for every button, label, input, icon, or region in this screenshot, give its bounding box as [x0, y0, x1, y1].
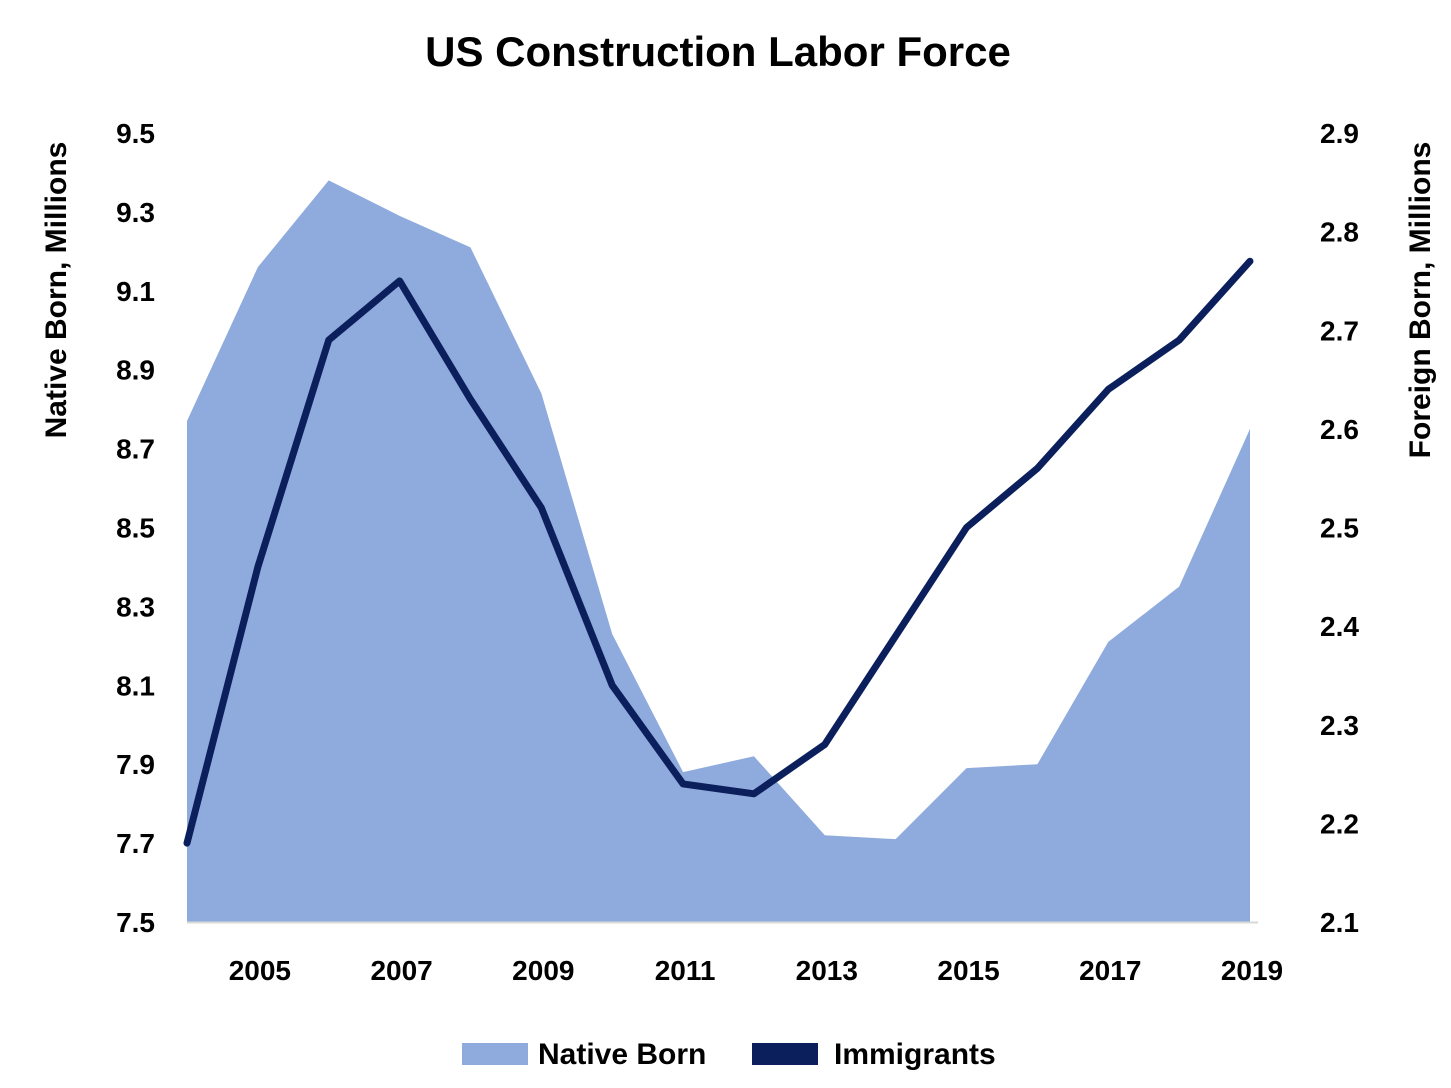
left-tick-label: 7.9 [116, 749, 155, 780]
right-tick-label: 2.8 [1320, 217, 1359, 248]
native-born-area [187, 180, 1250, 923]
right-tick-label: 2.5 [1320, 513, 1359, 544]
legend: Native Born Immigrants [462, 1038, 996, 1071]
immigrants-line-layer [183, 257, 1254, 847]
right-tick-label: 2.7 [1320, 315, 1359, 346]
right-tick-label: 2.3 [1320, 710, 1359, 741]
left-tick-label: 7.7 [116, 828, 155, 859]
right-axis-title: Foreign Born, Millions [1404, 142, 1437, 459]
left-tick-label: 8.3 [116, 591, 155, 622]
native-born-area-layer [187, 180, 1250, 923]
right-tick-label: 2.2 [1320, 808, 1359, 839]
left-tick-label: 8.7 [116, 434, 155, 465]
x-axis-ticks: 2005 2007 2009 2011 2013 2015 2017 2019 [229, 955, 1283, 986]
x-tick-label: 2005 [229, 955, 291, 986]
legend-label-immigrants: Immigrants [834, 1038, 996, 1071]
immigrants-line [183, 257, 1254, 847]
left-tick-label: 7.5 [116, 907, 155, 938]
x-tick-label: 2019 [1221, 955, 1283, 986]
left-tick-label: 9.1 [116, 276, 155, 307]
left-tick-label: 8.1 [116, 670, 155, 701]
left-axis-ticks: 9.5 9.3 9.1 8.9 8.7 8.5 8.3 8.1 7.9 7.7 7.5 [116, 118, 155, 938]
x-tick-label: 2015 [937, 955, 999, 986]
left-axis-title: Native Born, Millions [40, 142, 73, 439]
x-tick-label: 2009 [512, 955, 574, 986]
chart-title: US Construction Labor Force [425, 28, 1011, 75]
legend-swatch-native-born [462, 1043, 528, 1065]
right-axis-ticks: 2.9 2.8 2.7 2.6 2.5 2.4 2.3 2.2 2.1 [1320, 118, 1359, 938]
right-tick-label: 2.9 [1320, 118, 1359, 149]
right-tick-label: 2.6 [1320, 414, 1359, 445]
x-tick-label: 2017 [1079, 955, 1141, 986]
legend-label-native-born: Native Born [538, 1038, 706, 1071]
x-tick-label: 2013 [796, 955, 858, 986]
left-tick-label: 9.3 [116, 197, 155, 228]
left-tick-label: 9.5 [116, 118, 155, 149]
left-tick-label: 8.5 [116, 513, 155, 544]
left-tick-label: 8.9 [116, 355, 155, 386]
x-tick-label: 2007 [370, 955, 432, 986]
right-tick-label: 2.4 [1320, 611, 1359, 642]
right-tick-label: 2.1 [1320, 907, 1359, 938]
legend-swatch-immigrants [752, 1043, 818, 1065]
x-tick-label: 2011 [655, 955, 716, 986]
